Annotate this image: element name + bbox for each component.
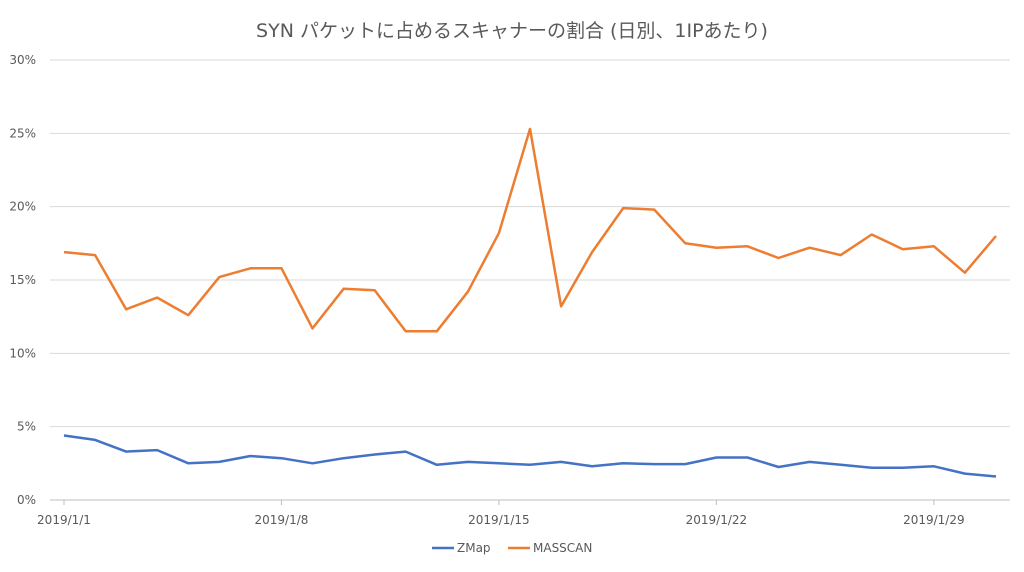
legend-label: MASSCAN bbox=[533, 541, 592, 555]
chart-title: SYN パケットに占めるスキャナーの割合 (日別、1IPあたり) bbox=[256, 20, 768, 42]
x-tick-label: 2019/1/22 bbox=[686, 513, 748, 527]
legend-item-masscan: MASSCAN bbox=[508, 541, 592, 555]
y-tick-label: 20% bbox=[9, 200, 36, 214]
x-tick-label: 2019/1/8 bbox=[255, 513, 309, 527]
series-line-masscan bbox=[64, 129, 996, 331]
y-tick-label: 25% bbox=[9, 126, 36, 140]
y-tick-label: 15% bbox=[9, 273, 36, 287]
y-tick-label: 0% bbox=[17, 493, 36, 507]
legend-item-zmap: ZMap bbox=[432, 541, 491, 555]
x-tick-label: 2019/1/1 bbox=[37, 513, 91, 527]
series-line-zmap bbox=[64, 436, 996, 477]
y-tick-label: 5% bbox=[17, 420, 36, 434]
y-tick-label: 10% bbox=[9, 346, 36, 360]
x-tick-label: 2019/1/15 bbox=[468, 513, 530, 527]
legend-label: ZMap bbox=[457, 541, 491, 555]
y-tick-label: 30% bbox=[9, 53, 36, 67]
x-tick-label: 2019/1/29 bbox=[903, 513, 965, 527]
